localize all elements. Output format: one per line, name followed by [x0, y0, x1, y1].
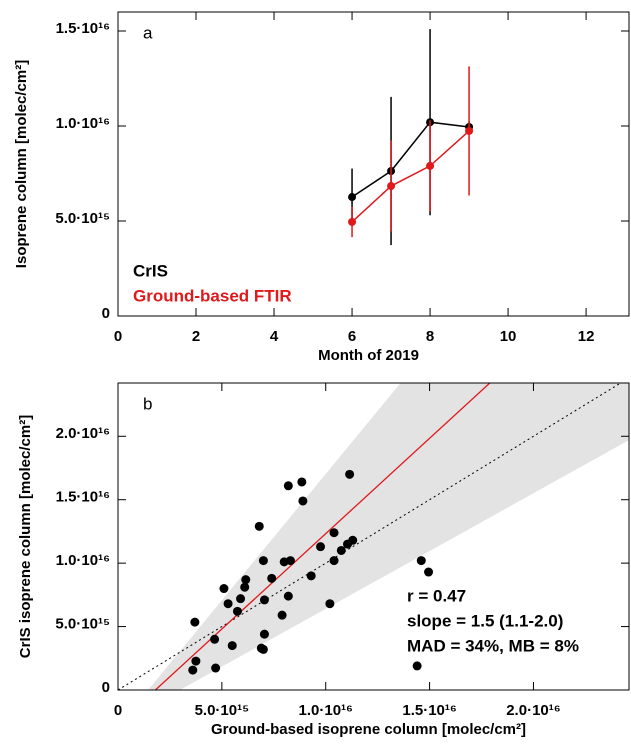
point: [190, 617, 200, 627]
series-line: [351, 130, 470, 223]
point: [191, 656, 201, 666]
point: [387, 182, 396, 191]
point: [277, 610, 287, 620]
one-to-one-line: [118, 383, 621, 690]
point: [232, 606, 242, 616]
point: [259, 595, 269, 605]
x-tick-label: 6: [348, 328, 356, 345]
point: [241, 575, 251, 585]
x-tick-label: 8: [426, 328, 434, 345]
y-axis-label: CrIS isoprene column [molec/cm²]: [17, 415, 34, 658]
x-tick-label: 1.0·10¹⁶: [299, 702, 353, 719]
point: [188, 665, 198, 675]
point: [297, 477, 307, 487]
point: [298, 496, 308, 506]
panel-label: a: [143, 23, 153, 42]
x-tick-label: 10: [500, 328, 517, 345]
point: [336, 545, 346, 555]
point: [254, 521, 264, 531]
point: [465, 126, 474, 135]
point: [426, 161, 435, 170]
point: [348, 217, 357, 226]
confidence-band: [148, 383, 629, 690]
x-tick-label: 2.0·10¹⁶: [506, 702, 560, 719]
point: [258, 644, 268, 654]
y-tick-label: 0: [102, 305, 110, 322]
point: [219, 584, 229, 594]
y-tick-label: 2.0·10¹⁶: [56, 425, 110, 442]
point: [223, 599, 233, 609]
x-tick-label: 5.0·10¹⁵: [195, 702, 250, 719]
point: [210, 634, 220, 644]
x-tick-label: 1.5·10¹⁶: [402, 702, 456, 719]
x-tick-label: 12: [578, 328, 595, 345]
y-tick-label: 1.5·10¹⁶: [56, 489, 110, 506]
y-tick-label: 5.0·10¹⁵: [55, 616, 110, 633]
point: [416, 556, 426, 566]
point: [345, 469, 355, 479]
x-tick-label: 2: [192, 328, 200, 345]
point: [240, 582, 250, 592]
plot-area: [118, 383, 629, 690]
annotation: MAD = 34%, MB = 8%: [407, 636, 579, 655]
y-tick-label: 0: [102, 679, 110, 696]
y-tick-label: 1.5·10¹⁶: [56, 20, 110, 37]
annotation: slope = 1.5 (1.1-2.0): [407, 611, 563, 630]
point: [306, 571, 316, 581]
point: [258, 556, 268, 566]
y-tick-label: 5.0·10¹⁵: [55, 210, 110, 227]
point: [283, 591, 293, 601]
legend-entry: CrIS: [133, 261, 168, 280]
x-tick-label: 0: [114, 702, 122, 719]
point: [348, 193, 357, 202]
point: [316, 542, 326, 552]
axes-frame: [117, 11, 630, 317]
x-axis-label: Month of 2019: [318, 347, 419, 364]
point: [285, 556, 295, 566]
point: [424, 567, 434, 577]
point: [329, 528, 339, 538]
point: [267, 573, 277, 583]
annotation: r = 0.47: [407, 586, 466, 605]
axes-frame: [117, 382, 630, 691]
point: [283, 481, 293, 491]
point: [211, 663, 221, 673]
x-axis-label: Ground-based isoprene column [molec/cm²]: [211, 721, 526, 738]
point: [348, 535, 358, 545]
point: [259, 629, 269, 639]
point: [329, 556, 339, 566]
y-tick-label: 1.0·10¹⁶: [56, 115, 110, 132]
point: [236, 594, 246, 604]
y-tick-label: 1.0·10¹⁶: [56, 552, 110, 569]
point: [325, 599, 335, 609]
point: [227, 641, 237, 651]
x-tick-label: 0: [114, 328, 122, 345]
point: [412, 661, 422, 671]
series-line: [351, 121, 470, 198]
y-axis-label: Isoprene column [molec/cm²]: [13, 60, 30, 268]
x-tick-label: 4: [270, 328, 279, 345]
panel-label: b: [143, 394, 152, 413]
legend-entry: Ground-based FTIR: [133, 286, 292, 305]
